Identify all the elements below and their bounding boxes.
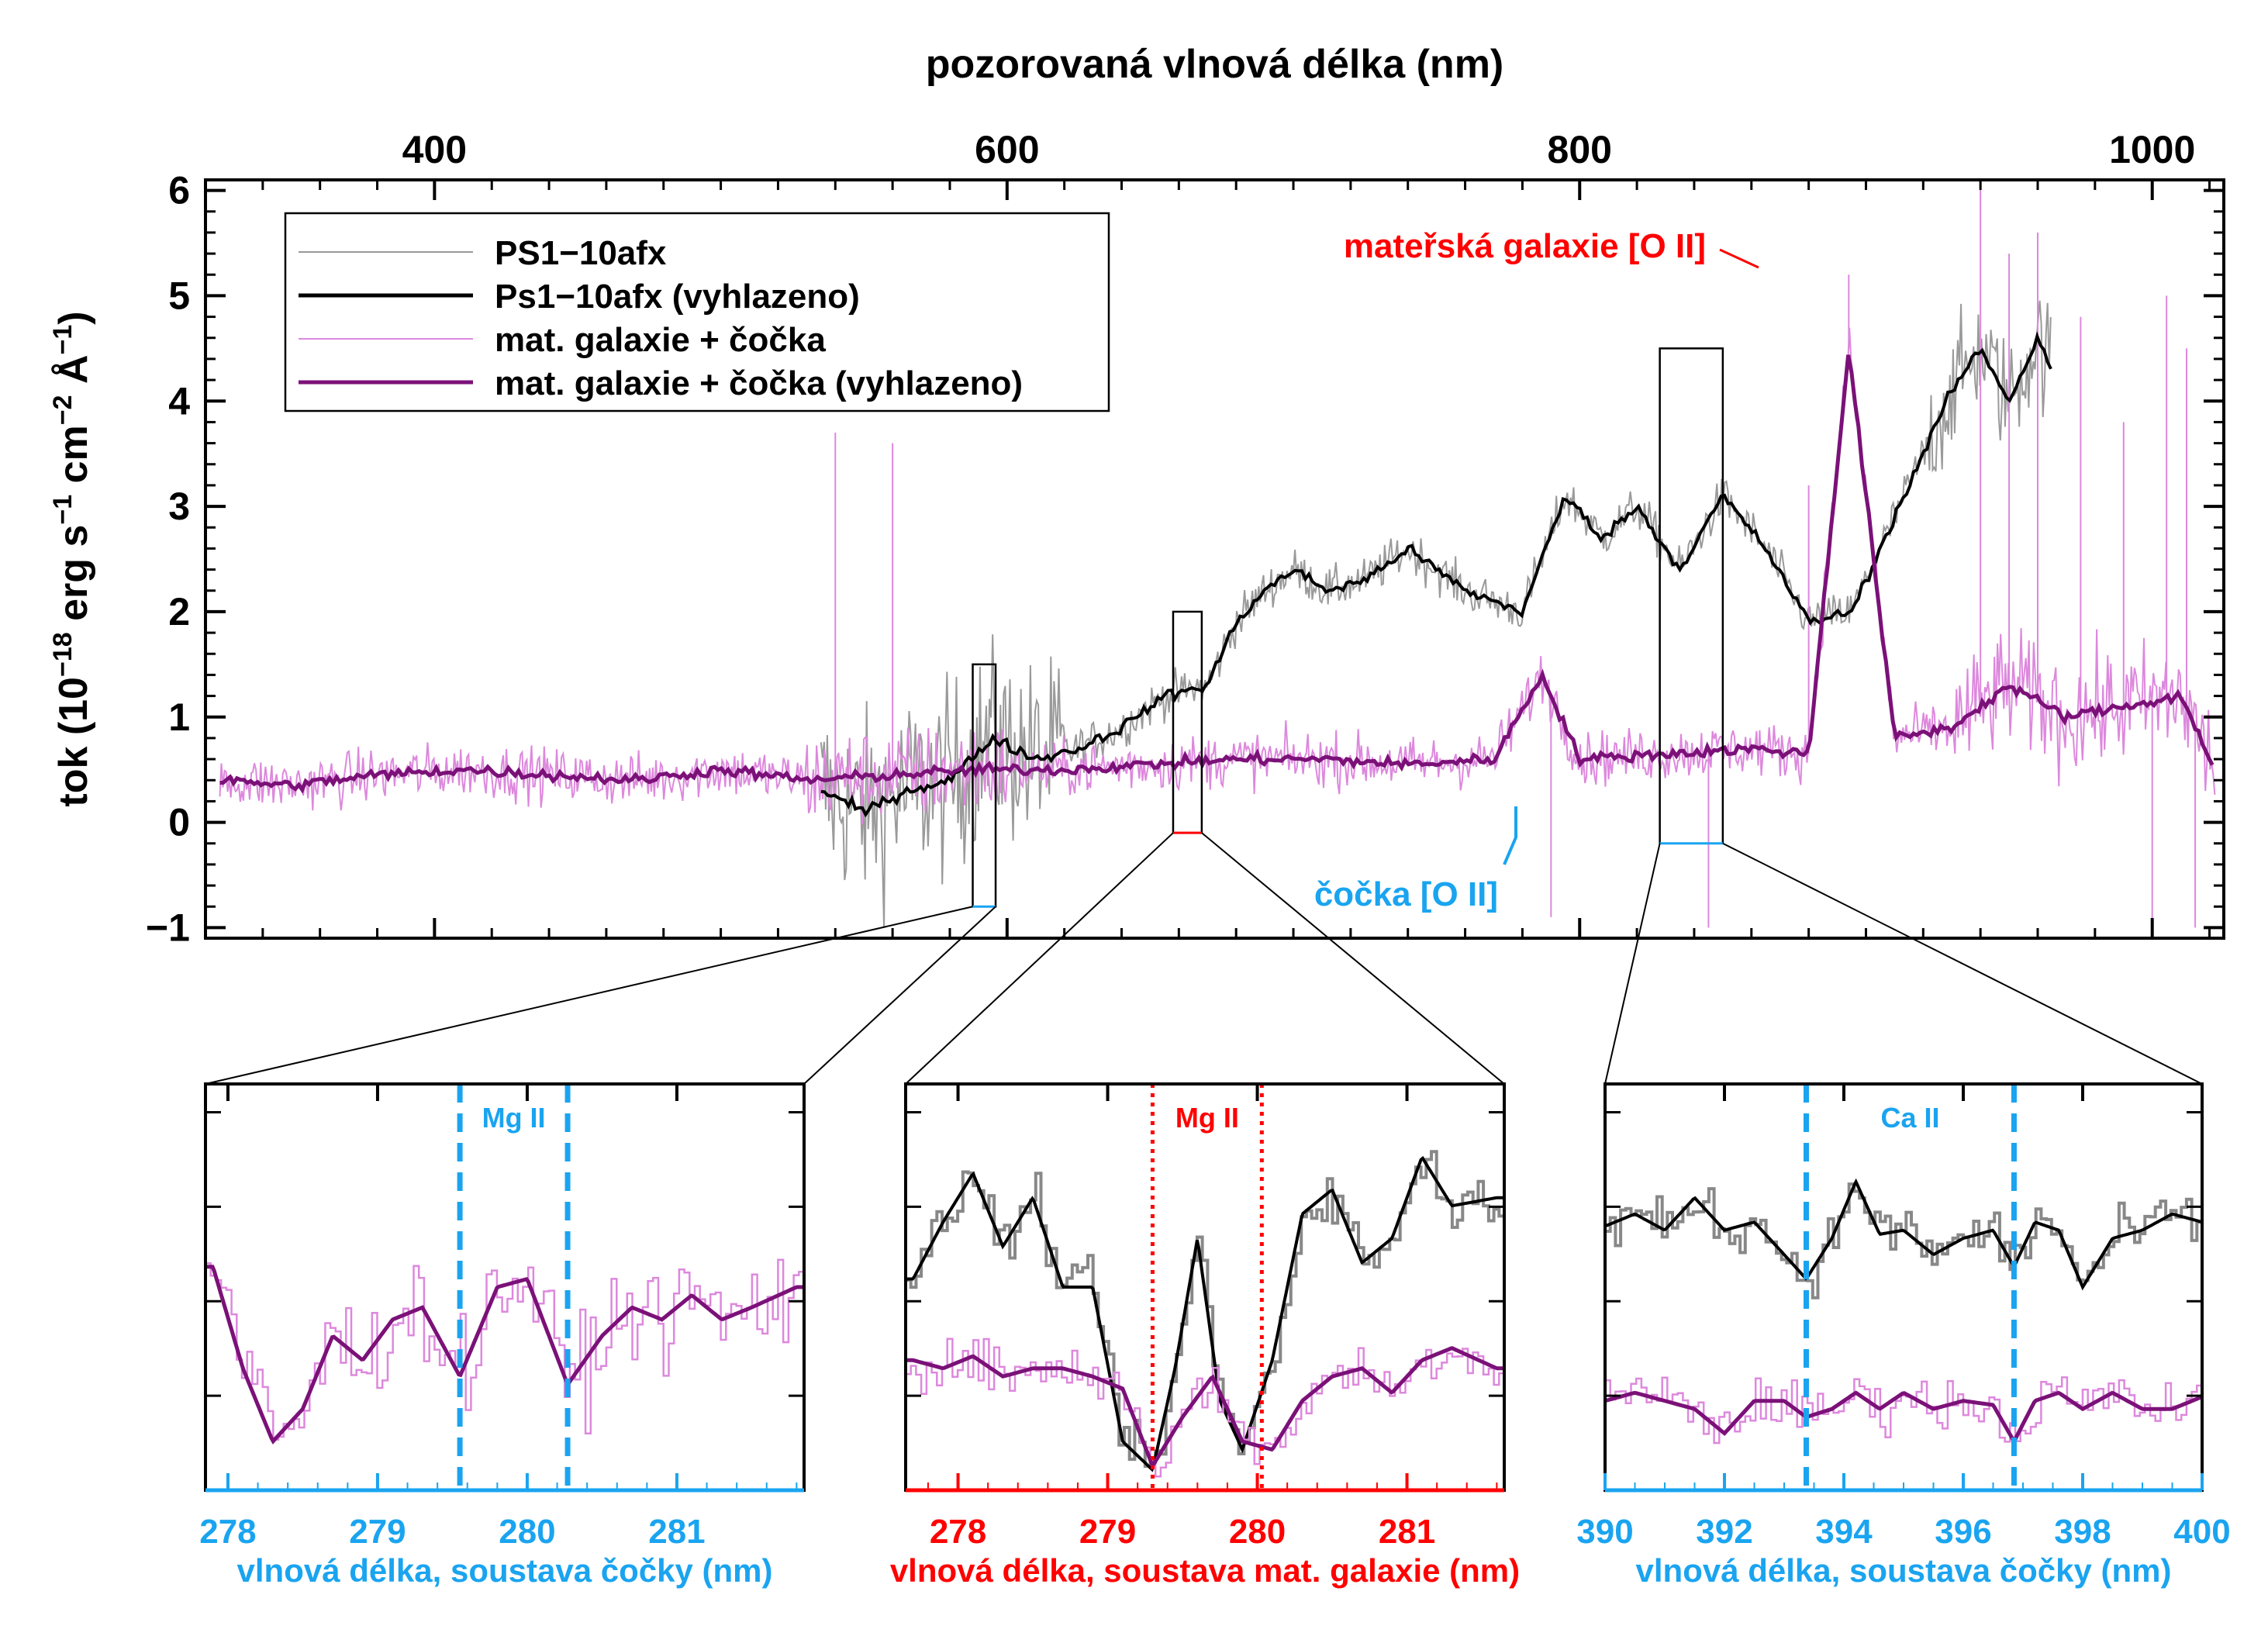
zoom-x-axis-title: vlnová délka, soustava mat. galaxie (nm) [890, 1552, 1520, 1589]
x-tick-label: 600 [975, 128, 1039, 171]
y-tick-label: 0 [168, 801, 190, 844]
zoom-series-host-smoothed [906, 1346, 1504, 1467]
zoom-connector [1201, 832, 1505, 1085]
zoom-series-ps1-raw [906, 1150, 1506, 1469]
top-x-axis-title: pozorovaná vlnová délka (nm) [926, 42, 1504, 87]
zoom-x-tick-label: 281 [648, 1513, 705, 1551]
y-axis-title-part: −1 [48, 495, 78, 525]
legend-box [284, 212, 1110, 412]
annotation-host-oii-pointer [1719, 248, 1759, 269]
zoom-series-ps1-raw [1605, 1182, 2204, 1299]
zoom-x-tick-label: 398 [2054, 1513, 2111, 1551]
zoom-x-axis-title: vlnová délka, soustava čočky (nm) [1636, 1552, 2172, 1589]
x-tick-label: 800 [1548, 128, 1612, 171]
x-tick-label: 1000 [2109, 128, 2195, 171]
zoom-connector [205, 906, 973, 1085]
y-axis-title-part: cm [51, 425, 96, 495]
y-tick-label: 6 [168, 169, 190, 212]
zoom-panel-frame [1603, 1082, 2204, 1492]
y-axis-title: tok (10−18 erg s−1 cm−2 Å−1) [48, 311, 96, 806]
y-tick-label: 5 [168, 274, 190, 317]
legend-label: PS1−10afx [495, 234, 667, 272]
zoom-panel-title: Mg II [1175, 1102, 1239, 1134]
zoom-series-host-raw [906, 1337, 1506, 1478]
y-axis-title-part: −1 [48, 325, 78, 355]
zoom-series-host-smoothed [205, 1265, 804, 1444]
y-axis-title-part: Å [51, 354, 96, 395]
zoom-x-tick-label: 394 [1815, 1513, 1873, 1551]
legend-label: mat. galaxie + čočka [495, 321, 826, 359]
zoom-connector [1604, 843, 1661, 1085]
y-axis-title-part: −18 [48, 632, 78, 677]
zoom-x-tick-label: 278 [930, 1513, 986, 1551]
zoom-series-ps1-smoothed [1604, 1178, 2203, 1291]
zoom-series-host-smoothed [1604, 1390, 2203, 1444]
zoom-x-tick-label: 279 [349, 1513, 406, 1551]
legend-label: mat. galaxie + čočka (vyhlazeno) [495, 364, 1023, 402]
zoom-panel-frame [204, 1082, 806, 1492]
zoom-connector [905, 832, 1174, 1085]
zoom-x-tick-label: 278 [199, 1513, 256, 1551]
zoom-x-tick-label: 281 [1379, 1513, 1435, 1551]
zoom-series-host-raw [205, 1243, 806, 1441]
x-tick-label: 400 [402, 128, 467, 171]
zoom-x-tick-label: 390 [1576, 1513, 1633, 1551]
series-ps1-smoothed [820, 331, 2052, 818]
zoom-box [1172, 610, 1203, 834]
y-axis-title-part: −2 [48, 395, 78, 425]
annotation-host-oii: mateřská galaxie [O II] [1344, 227, 1706, 265]
zoom-x-tick-label: 392 [1696, 1513, 1752, 1551]
series-host-smoothed [219, 354, 2214, 794]
zoom-x-tick-label: 280 [1229, 1513, 1286, 1551]
y-tick-label: 1 [168, 695, 190, 739]
y-tick-label: 4 [168, 379, 190, 423]
annotation-lens-oii-pointer [1503, 806, 1517, 865]
zoom-x-tick-label: 400 [2173, 1513, 2230, 1551]
y-tick-label: −1 [146, 906, 190, 949]
zoom-series-ps1-smoothed [906, 1155, 1504, 1472]
y-axis-title-part: tok (10 [51, 677, 96, 807]
legend-label: Ps1−10afx (vyhlazeno) [495, 278, 860, 316]
zoom-panel-title: Ca II [1880, 1102, 1939, 1134]
y-axis-title-part: ) [51, 311, 96, 324]
zoom-x-tick-label: 279 [1079, 1513, 1136, 1551]
zoom-x-axis-title: vlnová délka, soustava čočky (nm) [237, 1552, 773, 1589]
main-plot-frame [204, 178, 2225, 940]
y-tick-label: 2 [168, 590, 190, 633]
y-tick-label: 3 [168, 485, 190, 528]
annotation-lens-oii: čočka [O II] [1314, 875, 1498, 913]
zoom-connector [803, 906, 996, 1085]
zoom-connector [1722, 842, 2203, 1085]
zoom-x-tick-label: 280 [499, 1513, 555, 1551]
zoom-panel-title: Mg II [482, 1102, 546, 1134]
y-axis-title-part: erg s [51, 525, 96, 633]
zoom-x-tick-label: 396 [1935, 1513, 1991, 1551]
